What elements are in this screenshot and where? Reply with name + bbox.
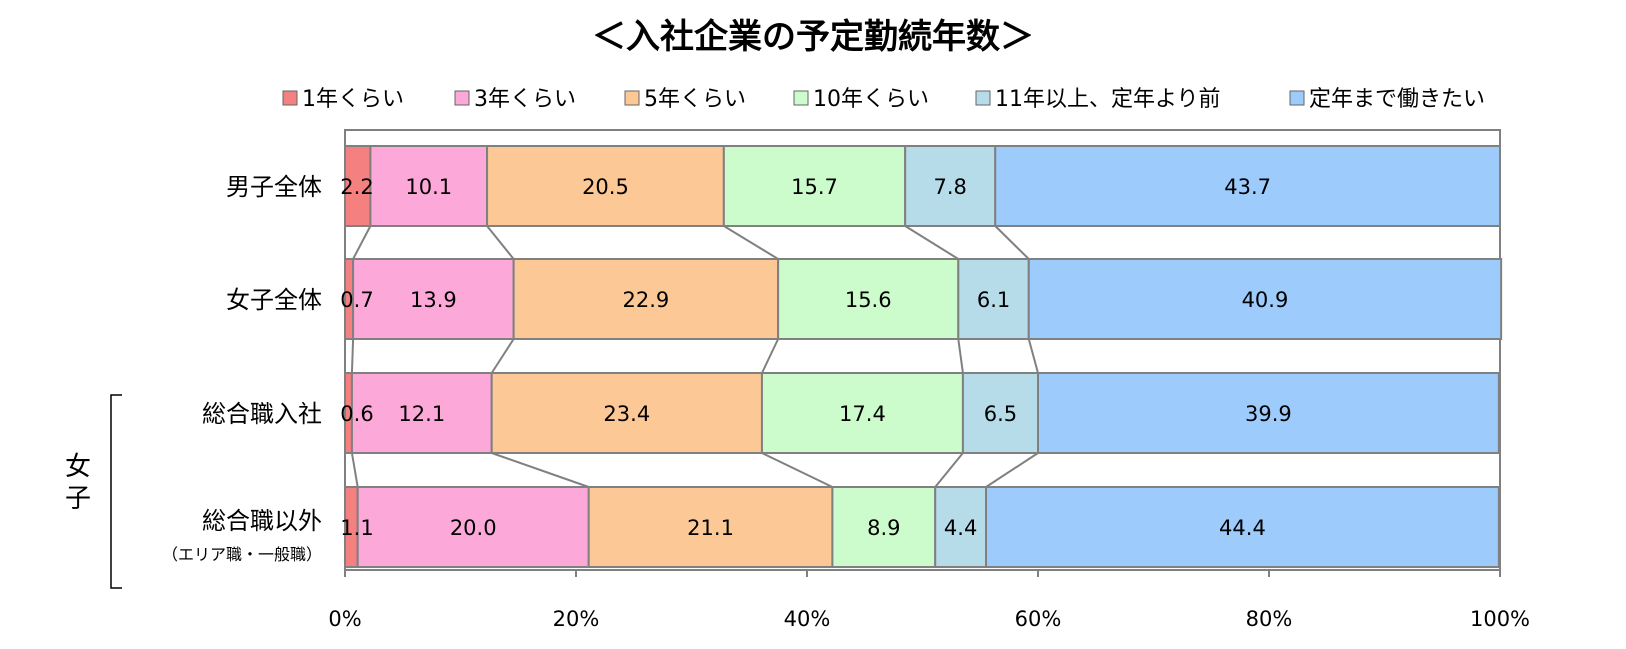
legend-label: 3年くらい xyxy=(474,87,576,112)
legend-item: 1年くらい xyxy=(282,87,404,112)
data-label: 44.4 xyxy=(1219,516,1266,540)
legend-item: 5年くらい xyxy=(624,87,746,112)
tick-label: 40% xyxy=(784,607,831,631)
data-label: 8.9 xyxy=(867,516,900,540)
series-lines xyxy=(350,225,1039,488)
bar-segment xyxy=(957,258,1030,340)
series-line xyxy=(486,225,515,260)
data-label: 39.9 xyxy=(1245,402,1292,426)
bar-segment xyxy=(961,372,1039,454)
data-label: 10.1 xyxy=(405,175,452,199)
bar-segment xyxy=(1037,372,1500,454)
legend-label: 11年以上、定年より前 xyxy=(995,87,1221,112)
group-label-char: 子 xyxy=(65,484,91,514)
data-label: 2.2 xyxy=(340,175,373,199)
series-line xyxy=(904,225,959,260)
bars: 2.2 10.1 20.5 15.7 7.8 43.7 0.7 13.9 22.9 15.6 6.1… xyxy=(340,145,1503,568)
bar-segment xyxy=(486,145,725,227)
legend-swatch xyxy=(975,90,991,106)
bar-segment xyxy=(587,486,834,568)
tick-label: 100% xyxy=(1470,607,1530,631)
bar-segment xyxy=(512,258,780,340)
series-line xyxy=(934,452,964,488)
legend-label: 10年くらい xyxy=(813,87,929,112)
series-line xyxy=(723,225,779,260)
series-line xyxy=(352,225,372,260)
data-label: 0.6 xyxy=(340,402,373,426)
bar-segment xyxy=(985,486,1500,568)
tick-label: 20% xyxy=(553,607,600,631)
data-label: 0.7 xyxy=(340,288,373,312)
bar-segment xyxy=(760,372,964,454)
plot-area xyxy=(344,129,1501,571)
legend-swatch xyxy=(282,90,298,106)
data-label: 40.9 xyxy=(1242,288,1289,312)
bar-segment xyxy=(994,145,1501,227)
legend: 1年くらい 3年くらい 5年くらい 10年くらい 11年以上、定年より前 定年まで働きたい xyxy=(282,87,1485,112)
tick-label: 80% xyxy=(1246,607,1293,631)
data-label: 21.1 xyxy=(687,516,734,540)
bar-segment xyxy=(350,372,493,454)
category-label: 総合職以外 xyxy=(202,507,322,535)
data-label: 7.8 xyxy=(934,175,967,199)
group-label: 女子 xyxy=(65,452,91,514)
legend-label: 5年くらい xyxy=(644,87,746,112)
data-label: 6.1 xyxy=(977,288,1010,312)
series-line xyxy=(350,452,359,488)
data-label: 6.5 xyxy=(984,402,1017,426)
tick-label: 0% xyxy=(328,607,361,631)
legend-item: 3年くらい xyxy=(454,87,576,112)
category-label: 女子全体 xyxy=(226,286,322,314)
legend-item: 11年以上、定年より前 xyxy=(975,87,1221,112)
group-bracket-line xyxy=(110,394,122,589)
bar-segment xyxy=(831,486,937,568)
data-label: 22.9 xyxy=(622,288,669,312)
series-line xyxy=(985,452,1039,488)
bar-segment xyxy=(1027,258,1503,340)
tick-label: 60% xyxy=(1015,607,1062,631)
legend-swatch xyxy=(624,90,640,106)
legend-swatch xyxy=(793,90,809,106)
group-bracket: 女子 xyxy=(65,394,122,589)
bar-segment xyxy=(722,145,907,227)
legend-item: 定年まで働きたい xyxy=(1289,87,1485,112)
data-label: 13.9 xyxy=(410,288,457,312)
legend-swatch xyxy=(1289,90,1305,106)
data-label: 43.7 xyxy=(1224,175,1271,199)
legend-label: 定年まで働きたい xyxy=(1309,87,1485,112)
series-line xyxy=(761,338,780,374)
series-line xyxy=(350,338,355,374)
bar-segment xyxy=(369,145,489,227)
data-label: 1.1 xyxy=(340,516,373,540)
data-label: 12.1 xyxy=(398,402,445,426)
chart-title: ＜入社企業の予定勤続年数＞ xyxy=(592,17,1034,57)
x-axis-ticks: 0% 20% 40% 60% 80% 100% xyxy=(328,570,1530,631)
series-line xyxy=(957,338,964,374)
legend-item: 10年くらい xyxy=(793,87,929,112)
data-label: 20.0 xyxy=(450,516,497,540)
series-line xyxy=(1027,338,1039,374)
plot-frame xyxy=(344,129,1501,571)
group-label-char: 女 xyxy=(65,452,91,482)
bar-segment xyxy=(490,372,763,454)
series-line xyxy=(761,452,833,488)
category-label: 総合職入社 xyxy=(202,400,322,428)
bar-segment xyxy=(904,145,997,227)
data-label: 17.4 xyxy=(839,402,886,426)
category-label: 男子全体 xyxy=(226,173,322,201)
data-label: 15.7 xyxy=(791,175,838,199)
series-line xyxy=(490,338,515,374)
bar-segment xyxy=(344,145,372,227)
data-label: 4.4 xyxy=(944,516,977,540)
data-label: 15.6 xyxy=(845,288,892,312)
category-sublabel: （エリア職・一般職） xyxy=(162,545,322,564)
data-label: 23.4 xyxy=(603,402,650,426)
series-line xyxy=(491,452,590,488)
data-label: 20.5 xyxy=(582,175,629,199)
legend-label: 1年くらい xyxy=(302,87,404,112)
legend-swatch xyxy=(454,90,470,106)
series-line xyxy=(994,225,1030,260)
